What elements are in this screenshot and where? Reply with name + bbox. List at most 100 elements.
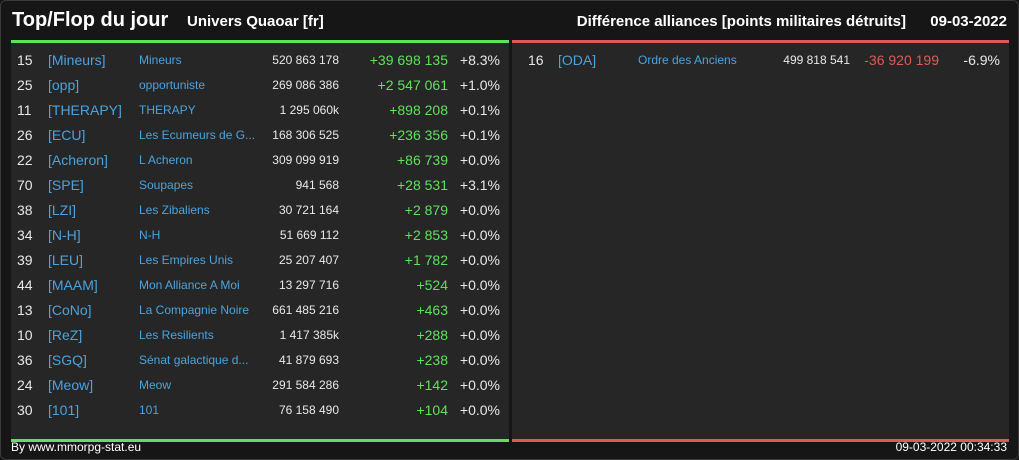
- alliance-pct: +0.0%: [459, 302, 500, 318]
- alliance-rank: 16: [528, 52, 544, 68]
- alliance-row: 34 [N-H] N-H 51 669 112 +2 853 +0.0%: [11, 223, 509, 248]
- alliance-rank: 36: [17, 352, 33, 368]
- alliance-tag-link[interactable]: [Mineurs]: [48, 52, 106, 68]
- alliance-rank: 44: [17, 277, 33, 293]
- alliance-row: 38 [LZI] Les Zibaliens 30 721 164 +2 879 +0.0…: [11, 198, 509, 223]
- alliance-diff: +39 698 135: [369, 52, 448, 68]
- alliance-diff: +28 531: [397, 177, 448, 193]
- alliance-rank: 34: [17, 227, 33, 243]
- alliance-row: 10 [ReZ] Les Resilients 1 417 385k +288 +0.0%: [11, 323, 509, 348]
- alliance-diff: +1 782: [404, 252, 448, 268]
- alliance-tag-link[interactable]: [101]: [48, 402, 80, 418]
- alliance-points: 1 417 385k: [279, 328, 339, 342]
- alliance-pct: +0.1%: [459, 127, 500, 143]
- alliance-row: 44 [MAAM] Mon Alliance A Moi 13 297 716 +524…: [11, 273, 509, 298]
- alliance-points: 661 485 216: [272, 303, 339, 317]
- alliance-tag-link[interactable]: [opp]: [48, 77, 80, 93]
- alliance-name-link[interactable]: THERAPY: [139, 103, 196, 117]
- alliance-name-link[interactable]: N-H: [139, 228, 161, 242]
- alliance-name-link[interactable]: Mineurs: [139, 53, 182, 67]
- page-title: Top/Flop du jour: [12, 9, 169, 31]
- alliance-pct: +1.0%: [459, 77, 500, 93]
- alliance-name-link[interactable]: opportuniste: [139, 78, 206, 92]
- alliance-tag-link[interactable]: [LEU]: [48, 252, 84, 268]
- ranking-date: 09-03-2022: [930, 13, 1007, 30]
- alliance-row: 16 [ODA] Ordre des Anciens 499 818 541 -36 9…: [512, 48, 1009, 73]
- alliance-diff: +524: [416, 277, 448, 293]
- alliance-points: 13 297 716: [278, 278, 339, 292]
- alliance-diff: +142: [416, 377, 448, 393]
- alliance-points: 25 207 407: [278, 253, 339, 267]
- alliance-tag-link[interactable]: [ODA]: [558, 52, 597, 68]
- alliance-pct: +0.0%: [459, 252, 500, 268]
- top-gainers-panel: 15 [Mineurs] Mineurs 520 863 178 +39 698 135…: [11, 40, 509, 442]
- alliance-row: 15 [Mineurs] Mineurs 520 863 178 +39 698 135…: [11, 48, 509, 73]
- alliance-rank: 15: [17, 52, 33, 68]
- alliance-rank: 26: [17, 127, 33, 143]
- alliance-points: 309 099 919: [272, 153, 339, 167]
- alliance-name-link[interactable]: Les Zibaliens: [139, 203, 210, 217]
- alliance-points: 291 584 286: [272, 378, 339, 392]
- alliance-pct: +0.0%: [459, 277, 500, 293]
- alliance-name-link[interactable]: Meow: [139, 378, 172, 392]
- alliance-diff: +463: [416, 302, 448, 318]
- alliance-pct: +0.0%: [459, 352, 500, 368]
- alliance-name-link[interactable]: 101: [139, 403, 160, 417]
- alliance-diff: -36 920 199: [864, 52, 939, 68]
- alliance-name-link[interactable]: Sénat galactique d...: [139, 353, 249, 367]
- alliance-rank: 39: [17, 252, 33, 268]
- alliance-pct: +0.0%: [459, 377, 500, 393]
- generated-timestamp: 09-03-2022 00:34:33: [895, 440, 1007, 454]
- alliance-row: 11 [THERAPY] THERAPY 1 295 060k +898 208 +0.1…: [11, 98, 509, 123]
- alliance-row: 25 [opp] opportuniste 269 086 386 +2 547 061…: [11, 73, 509, 98]
- alliance-tag-link[interactable]: [SPE]: [48, 177, 84, 193]
- alliance-rank: 38: [17, 202, 33, 218]
- alliance-tag-link[interactable]: [CoNo]: [48, 302, 92, 318]
- alliance-diff: +104: [416, 402, 448, 418]
- alliance-name-link[interactable]: L Acheron: [139, 153, 193, 167]
- alliance-pct: +0.0%: [459, 227, 500, 243]
- alliance-row: 36 [SGQ] Sénat galactique d... 41 879 693 +2…: [11, 348, 509, 373]
- alliance-tag-link[interactable]: [N-H]: [48, 227, 81, 243]
- alliance-tag-link[interactable]: [THERAPY]: [48, 102, 122, 118]
- alliance-points: 168 306 525: [272, 128, 339, 142]
- alliance-rank: 22: [17, 152, 33, 168]
- alliance-pct: +0.1%: [459, 102, 500, 118]
- alliance-rank: 13: [17, 302, 33, 318]
- alliance-diff: +288: [416, 327, 448, 343]
- alliance-diff: +236 356: [389, 127, 448, 143]
- alliance-diff: +898 208: [389, 102, 448, 118]
- alliance-tag-link[interactable]: [ECU]: [48, 127, 86, 143]
- alliance-row: 13 [CoNo] La Compagnie Noire 661 485 216 +46…: [11, 298, 509, 323]
- alliance-pct: -6.9%: [963, 52, 1000, 68]
- alliance-diff: +86 739: [397, 152, 448, 168]
- alliance-name-link[interactable]: Ordre des Anciens: [638, 53, 737, 67]
- alliance-tag-link[interactable]: [Meow]: [48, 377, 94, 393]
- alliance-name-link[interactable]: Les Empires Unis: [139, 253, 234, 267]
- alliance-points: 269 086 386: [272, 78, 339, 92]
- alliance-name-link[interactable]: La Compagnie Noire: [139, 303, 250, 317]
- alliance-rank: 25: [17, 77, 33, 93]
- alliance-points: 30 721 164: [278, 203, 339, 217]
- alliance-points: 51 669 112: [279, 228, 339, 242]
- alliance-tag-link[interactable]: [Acheron]: [48, 152, 108, 168]
- alliance-points: 76 158 490: [278, 403, 339, 417]
- source-link[interactable]: By www.mmorpg-stat.eu: [11, 440, 142, 454]
- alliance-points: 1 295 060k: [279, 103, 339, 117]
- alliance-pct: +0.0%: [459, 202, 500, 218]
- alliance-tag-link[interactable]: [ReZ]: [48, 327, 83, 343]
- alliance-points: 41 879 693: [278, 353, 339, 367]
- ranking-subtitle: Différence alliances [points militaires …: [576, 13, 906, 30]
- alliance-name-link[interactable]: Les Resilients: [139, 328, 214, 342]
- alliance-tag-link[interactable]: [MAAM]: [48, 277, 98, 293]
- alliance-tag-link[interactable]: [LZI]: [48, 202, 77, 218]
- alliance-rank: 24: [17, 377, 33, 393]
- alliance-points: 499 818 541: [783, 53, 850, 67]
- alliance-name-link[interactable]: Soupapes: [139, 178, 194, 192]
- alliance-name-link[interactable]: Les Ecumeurs de G...: [139, 128, 256, 142]
- univers-label: Univers Quaoar [fr]: [187, 13, 324, 30]
- alliance-name-link[interactable]: Mon Alliance A Moi: [139, 278, 240, 292]
- alliance-row: 22 [Acheron] L Acheron 309 099 919 +86 739 +0…: [11, 148, 509, 173]
- alliance-tag-link[interactable]: [SGQ]: [48, 352, 87, 368]
